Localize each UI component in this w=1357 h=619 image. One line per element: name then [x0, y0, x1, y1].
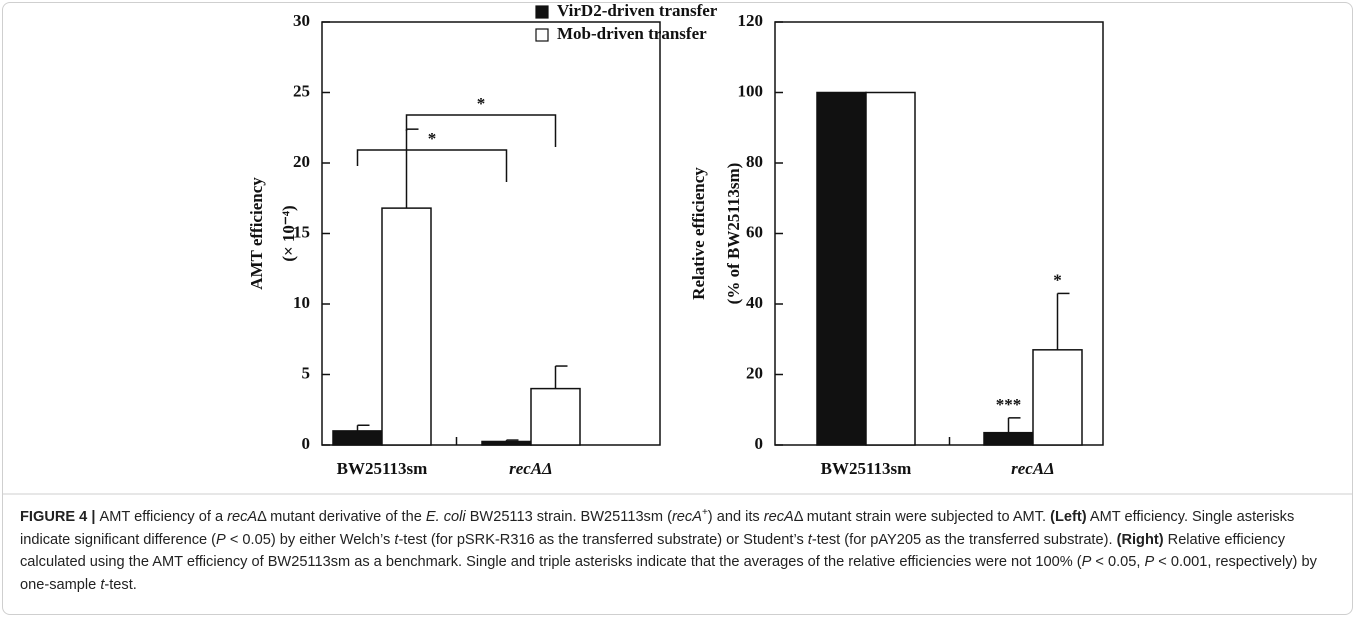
- caption-text: Δ mutant derivative of the: [257, 509, 426, 525]
- y-tick-label: 60: [746, 222, 763, 241]
- caption-text: Δ mutant strain were subjected to AMT.: [793, 509, 1051, 525]
- y-tick-label: 10: [293, 293, 310, 312]
- y-tick-label: 25: [293, 81, 310, 100]
- caption-text: -test (for pAY205 as the transferred sub…: [811, 531, 1117, 548]
- caption-text: < 0.05) by either Welch’s: [225, 531, 395, 548]
- caption-text: AMT efficiency. Single asterisks indicat…: [20, 509, 1295, 548]
- significance-label: *: [477, 94, 486, 113]
- bar: [481, 440, 532, 446]
- caption-text: t: [807, 531, 812, 548]
- y-tick-label: 20: [293, 152, 310, 171]
- y-axis-label: AMT efficiency: [247, 177, 266, 290]
- caption: FIGURE 4 | AMT efficiency of a recAΔ mut…: [20, 506, 1335, 596]
- x-tick-label: BW25113sm: [337, 459, 428, 478]
- caption-text: t: [394, 531, 399, 548]
- x-tick-label: recAΔ: [509, 459, 553, 478]
- y-axis-label: (% of BW25113sm): [724, 163, 743, 305]
- y-tick-label: 15: [293, 222, 310, 241]
- caption-text: < 0.001, respectively) by one-sample: [20, 554, 1317, 593]
- plot-frame: [321, 21, 661, 446]
- caption-text: ) and its: [707, 509, 764, 525]
- legend-swatch: [535, 28, 549, 42]
- y-tick-label: 100: [738, 81, 764, 100]
- caption-text: AMT efficiency of a: [99, 509, 228, 525]
- legend-swatch: [535, 5, 549, 19]
- significance-bracket: [405, 114, 557, 147]
- caption-text: (Right): [1116, 531, 1164, 548]
- significance-label: *: [1053, 270, 1062, 289]
- caption-text: -test (for pSRK-R316 as the transferred …: [398, 531, 808, 548]
- caption-text: FIGURE 4 |: [20, 509, 100, 525]
- figure: VirD2-driven transfer Mob-driven transfer…: [3, 1, 1353, 495]
- bar: [381, 207, 432, 446]
- legend-label: Mob-driven transfer: [557, 24, 707, 43]
- y-tick-label: 30: [293, 11, 310, 30]
- y-tick-label: 80: [746, 152, 763, 171]
- y-tick-label: 0: [755, 434, 764, 453]
- bar: [865, 91, 916, 446]
- caption-text: (Left): [1050, 509, 1087, 525]
- y-axis-label: (× 10⁻⁴): [279, 205, 298, 261]
- caption-text: Relative efficiency calculated using the…: [20, 531, 1285, 571]
- bar: [530, 387, 581, 446]
- caption-text: P: [216, 531, 226, 548]
- significance-label: ***: [996, 395, 1022, 414]
- caption-text: E. coli: [425, 509, 466, 525]
- significance-bracket: [356, 149, 508, 182]
- legend-label: VirD2-driven transfer: [557, 1, 718, 20]
- caption-text: t: [100, 576, 105, 593]
- caption-text: recA: [227, 509, 258, 525]
- y-tick-label: 20: [746, 363, 763, 382]
- caption-text: recA: [763, 509, 794, 525]
- caption-text: recA: [671, 509, 702, 525]
- bar: [816, 91, 867, 446]
- caption-text: P: [1081, 554, 1092, 570]
- caption-text: +: [701, 507, 708, 519]
- bar: [332, 430, 383, 446]
- y-tick-label: 0: [302, 434, 311, 453]
- significance-label: *: [428, 129, 437, 148]
- caption-text: P: [1144, 554, 1155, 570]
- caption-text: -test.: [104, 576, 137, 593]
- x-tick-label: recAΔ: [1011, 459, 1055, 478]
- y-axis-label: Relative efficiency: [689, 167, 708, 300]
- caption-text: < 0.05,: [1091, 554, 1145, 570]
- caption-text: BW25113 strain. BW25113sm (: [465, 509, 672, 525]
- y-tick-label: 40: [746, 293, 763, 312]
- bar: [1032, 349, 1083, 446]
- y-tick-label: 5: [302, 363, 311, 382]
- y-tick-label: 120: [738, 11, 764, 30]
- bar: [983, 431, 1034, 446]
- x-tick-label: BW25113sm: [821, 459, 912, 478]
